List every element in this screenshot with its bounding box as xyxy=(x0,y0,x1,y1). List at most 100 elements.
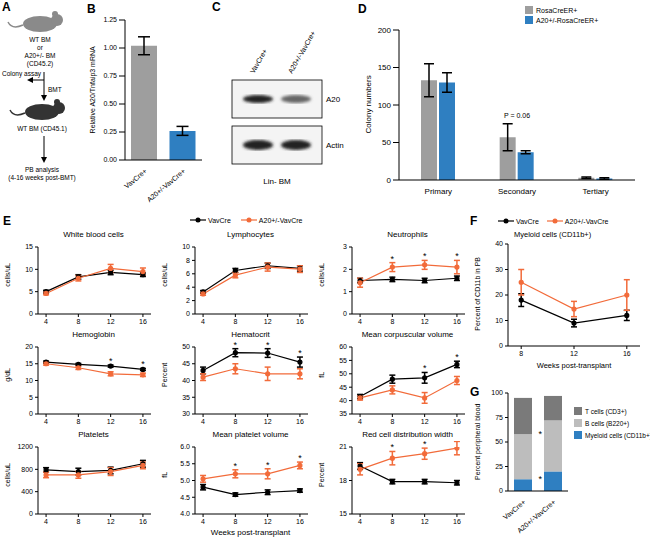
svg-text:8: 8 xyxy=(233,318,237,325)
svg-text:VavCre+: VavCre+ xyxy=(502,498,527,521)
svg-text:1.25: 1.25 xyxy=(103,16,117,23)
svg-text:8: 8 xyxy=(186,257,190,264)
svg-text:16: 16 xyxy=(453,318,461,325)
svg-text:15: 15 xyxy=(339,510,347,517)
svg-text:200: 200 xyxy=(378,26,392,35)
svg-text:*: * xyxy=(423,363,427,373)
svg-text:(CD45.2): (CD45.2) xyxy=(27,60,53,68)
svg-text:*: * xyxy=(391,254,395,264)
svg-text:0: 0 xyxy=(499,487,503,494)
svg-text:16: 16 xyxy=(139,518,147,525)
svg-text:A20+/-VavCre+: A20+/-VavCre+ xyxy=(146,167,187,203)
svg-text:WT BM (CD45.1): WT BM (CD45.1) xyxy=(17,125,67,133)
svg-text:0.75: 0.75 xyxy=(103,72,117,79)
svg-text:*: * xyxy=(141,359,145,369)
svg-text:12: 12 xyxy=(570,350,578,357)
svg-text:*: * xyxy=(266,341,270,350)
svg-text:A20+/- BM: A20+/- BM xyxy=(25,52,56,59)
svg-text:15: 15 xyxy=(25,360,33,367)
svg-text:16: 16 xyxy=(296,518,304,525)
svg-text:4: 4 xyxy=(44,318,48,325)
svg-text:*: * xyxy=(298,453,302,463)
svg-text:1200: 1200 xyxy=(17,443,33,450)
svg-text:800: 800 xyxy=(21,466,33,473)
svg-text:5: 5 xyxy=(29,288,33,295)
svg-text:*: * xyxy=(455,352,459,362)
svg-text:12: 12 xyxy=(264,518,272,525)
svg-text:1.00: 1.00 xyxy=(103,44,117,51)
svg-text:5.5: 5.5 xyxy=(180,460,190,467)
svg-text:2: 2 xyxy=(186,297,190,304)
svg-text:or: or xyxy=(37,44,44,51)
svg-text:40: 40 xyxy=(495,240,503,247)
svg-text:45: 45 xyxy=(182,360,190,367)
svg-text:WT BM: WT BM xyxy=(29,36,51,43)
svg-text:8: 8 xyxy=(76,418,80,425)
svg-text:50: 50 xyxy=(382,138,391,147)
svg-text:A20+/-VavCre+: A20+/-VavCre+ xyxy=(516,498,557,534)
svg-text:8: 8 xyxy=(76,518,80,525)
svg-text:16: 16 xyxy=(139,418,147,425)
svg-text:P = 0.06: P = 0.06 xyxy=(504,112,530,119)
svg-text:0: 0 xyxy=(29,410,33,417)
svg-text:12: 12 xyxy=(421,418,429,425)
svg-text:4.0: 4.0 xyxy=(180,510,190,517)
svg-text:16: 16 xyxy=(623,350,631,357)
svg-text:30: 30 xyxy=(182,410,190,417)
svg-text:Tertiary: Tertiary xyxy=(583,187,609,196)
svg-text:*: * xyxy=(538,474,542,484)
svg-text:4: 4 xyxy=(358,418,362,425)
svg-text:5.0: 5.0 xyxy=(180,477,190,484)
svg-text:VavCre+: VavCre+ xyxy=(249,48,269,75)
svg-text:10: 10 xyxy=(25,266,33,273)
svg-text:2: 2 xyxy=(343,266,347,273)
svg-text:8: 8 xyxy=(76,318,80,325)
svg-text:4: 4 xyxy=(44,518,48,525)
svg-text:18: 18 xyxy=(339,477,347,484)
svg-text:12: 12 xyxy=(264,318,272,325)
svg-text:*: * xyxy=(538,429,542,439)
svg-text:*: * xyxy=(234,341,238,350)
svg-text:4: 4 xyxy=(201,318,205,325)
svg-text:*: * xyxy=(423,251,427,261)
svg-text:*: * xyxy=(298,348,302,358)
svg-text:55: 55 xyxy=(339,357,347,364)
svg-text:*: * xyxy=(455,441,459,442)
svg-text:20: 20 xyxy=(495,291,503,298)
svg-text:4.5: 4.5 xyxy=(180,494,190,501)
svg-text:16: 16 xyxy=(296,418,304,425)
svg-text:6.0: 6.0 xyxy=(180,443,190,450)
svg-text:A20+/-VavCre+: A20+/-VavCre+ xyxy=(287,30,317,75)
svg-text:50: 50 xyxy=(495,438,503,445)
svg-text:0: 0 xyxy=(343,310,347,317)
svg-text:8: 8 xyxy=(233,418,237,425)
svg-text:15: 15 xyxy=(25,243,33,250)
svg-text:4: 4 xyxy=(44,418,48,425)
svg-text:60: 60 xyxy=(339,343,347,350)
svg-text:150: 150 xyxy=(378,63,392,72)
svg-text:25: 25 xyxy=(495,463,503,470)
svg-text:1: 1 xyxy=(343,288,347,295)
svg-text:10: 10 xyxy=(182,243,190,250)
svg-text:0: 0 xyxy=(29,310,33,317)
svg-text:50: 50 xyxy=(182,343,190,350)
svg-text:100: 100 xyxy=(491,389,503,396)
svg-text:4: 4 xyxy=(358,318,362,325)
svg-text:(4-16 weeks post-BMT): (4-16 weeks post-BMT) xyxy=(8,174,76,182)
svg-text:*: * xyxy=(109,356,113,366)
svg-text:Secondary: Secondary xyxy=(498,187,536,196)
svg-text:8: 8 xyxy=(390,318,394,325)
svg-text:8: 8 xyxy=(390,518,394,525)
svg-text:8: 8 xyxy=(233,518,237,525)
svg-text:12: 12 xyxy=(107,518,115,525)
svg-text:16: 16 xyxy=(453,418,461,425)
svg-text:*: * xyxy=(234,461,238,471)
svg-text:16: 16 xyxy=(453,518,461,525)
svg-text:A20: A20 xyxy=(326,95,341,104)
svg-text:8: 8 xyxy=(390,418,394,425)
svg-text:21: 21 xyxy=(339,443,347,450)
svg-text:45: 45 xyxy=(339,384,347,391)
svg-text:4: 4 xyxy=(358,518,362,525)
svg-text:75: 75 xyxy=(495,414,503,421)
svg-text:16: 16 xyxy=(296,318,304,325)
